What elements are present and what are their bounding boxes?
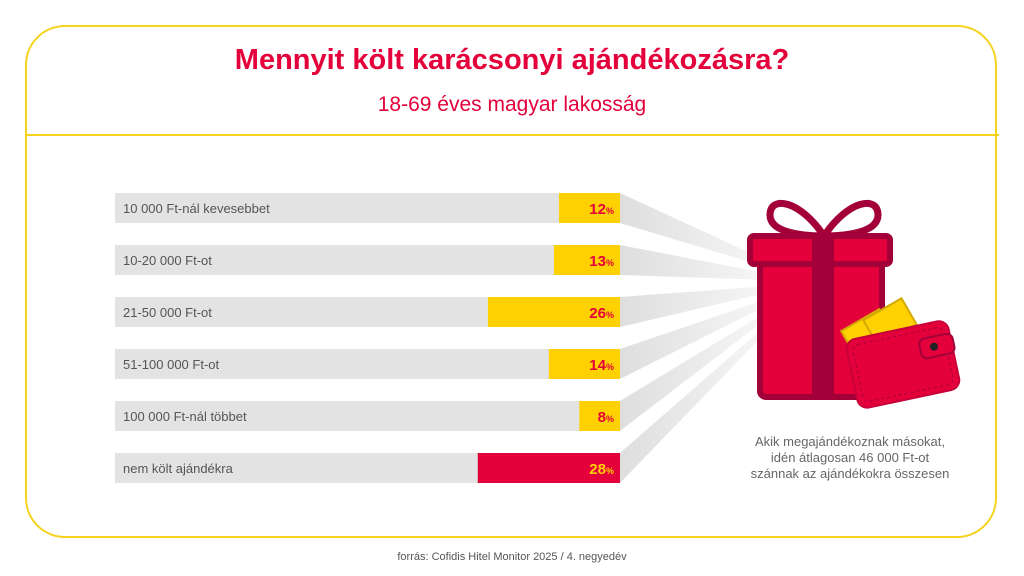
bar [559,193,620,223]
ray [620,322,770,483]
source-footer: forrás: Cofidis Hitel Monitor 2025 / 4. … [397,551,627,563]
bar [553,245,620,275]
gift-illustration [747,199,961,409]
bar-track [115,349,620,379]
bar [487,297,620,327]
category-label: 21-50 000 Ft-ot [123,305,212,320]
wallet-icon [839,296,961,409]
note-line: Akik megajándékoznak másokat, [754,434,946,449]
header-divider [25,134,999,136]
value-label: 13% [589,253,614,270]
note-line: idén átlagosan 46 000 Ft-ot [770,450,930,465]
value-label: 8% [598,409,614,426]
ray [620,286,770,327]
bar [548,349,620,379]
bar-track [115,245,620,275]
category-label: 10 000 Ft-nál kevesebbet [123,201,270,216]
value-label: 12% [589,201,614,218]
category-label: 51-100 000 Ft-ot [123,357,220,372]
page-subtitle: 18-69 éves magyar lakosság [377,93,647,116]
bar [579,401,620,431]
ray [620,310,770,431]
category-label: nem költ ajándékra [123,461,234,476]
value-label: 28% [589,461,614,478]
ray [620,298,770,379]
note-line: szánnak az ajándékokra összesen [750,466,950,481]
bar [477,453,620,483]
ray [620,193,770,268]
bar-track [115,193,620,223]
page-title: Mennyit költ karácsonyi ajándékozásra? [234,44,790,76]
ray [620,245,770,280]
category-label: 100 000 Ft-nál többet [123,409,247,424]
card-frame [25,25,997,538]
value-label: 14% [589,357,614,374]
value-label: 26% [589,305,614,322]
category-label: 10-20 000 Ft-ot [123,253,212,268]
average-spending-note: Akik megajándékoznak másokat, idén átlag… [720,434,980,482]
bar-track [115,401,620,431]
